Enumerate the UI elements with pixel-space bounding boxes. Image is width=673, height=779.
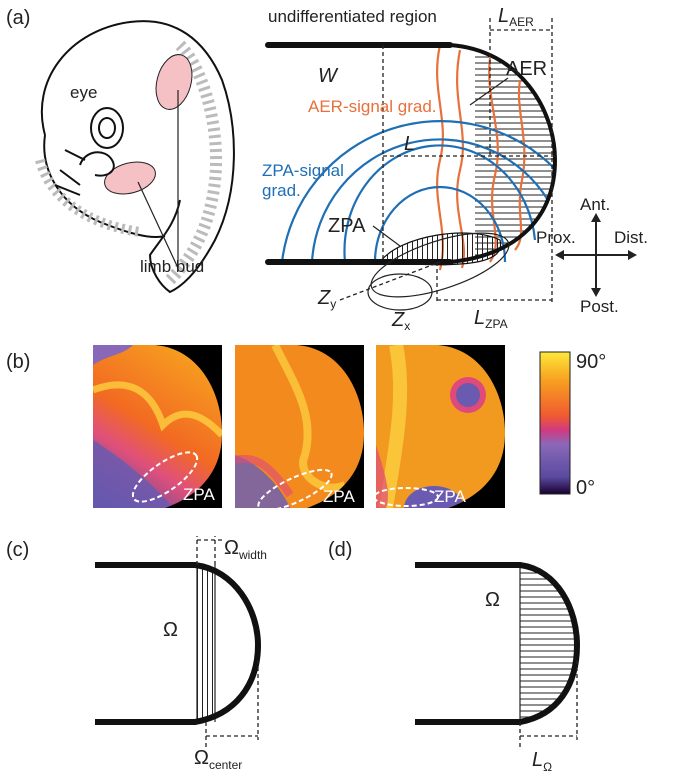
- shape: [101, 157, 159, 199]
- label-part: ZPA: [485, 317, 507, 331]
- shape: [95, 565, 258, 722]
- shape: [456, 383, 480, 407]
- aer-label: AER: [506, 58, 547, 80]
- shape: [91, 108, 123, 148]
- label-part: L: [474, 307, 485, 329]
- l-omega-label: LΩ: [532, 749, 552, 774]
- label-part: grad.: [262, 181, 301, 200]
- label-part: y: [330, 297, 336, 311]
- panel-a: (a) eye limb bud: [6, 5, 648, 333]
- zpa-label: ZPA: [434, 487, 466, 506]
- heatmap: ZPA: [235, 345, 364, 518]
- panel-label: (c): [6, 539, 29, 561]
- label-part: Z: [317, 287, 331, 309]
- zpa-label: ZPA: [328, 215, 366, 237]
- label-part: ZPA-signal: [262, 161, 344, 180]
- panel-label: (b): [6, 351, 30, 373]
- panel-c: (c) Ω Ωwidth Ωcenter: [6, 536, 267, 772]
- z-x-label: Zx: [391, 309, 410, 333]
- label-part: Z: [391, 309, 405, 331]
- direction-label: Ant.: [580, 195, 610, 214]
- label-part: Ω: [543, 760, 552, 774]
- colorbar-max: 90°: [576, 351, 606, 373]
- omega-width-label: Ωwidth: [224, 537, 267, 562]
- limb-bud-label: limb bud: [140, 257, 204, 276]
- panel-label: (d): [328, 539, 352, 561]
- embryo-drawing: [40, 21, 234, 292]
- shape: [150, 51, 197, 114]
- eye-label: eye: [70, 83, 97, 102]
- heatmap: ZPA: [374, 345, 505, 530]
- omega-label: Ω: [485, 589, 500, 611]
- w-label: W: [318, 65, 339, 87]
- colorbar-min: 0°: [576, 477, 595, 499]
- shape: [197, 560, 215, 726]
- l-aer-label: LAER: [498, 5, 534, 29]
- omega-label: Ω: [163, 619, 178, 641]
- figure: (a) eye limb bud: [0, 0, 673, 779]
- shape: [368, 274, 432, 310]
- shape: [99, 118, 115, 138]
- aer-signal-label: AER-signal grad.: [308, 97, 437, 116]
- direction-label: Dist.: [614, 228, 648, 247]
- l-label: L: [404, 133, 415, 155]
- label-part: Ω: [194, 747, 209, 769]
- panel-b: (b) ZPA ZPA ZPA: [6, 345, 606, 530]
- colorbar: [540, 352, 570, 494]
- z-y-label: Zy: [317, 287, 336, 311]
- panel-d: (d) Ω LΩ: [328, 539, 582, 774]
- label-part: L: [498, 5, 509, 27]
- zpa-label: ZPA: [183, 485, 215, 504]
- direction-label: Post.: [580, 297, 619, 316]
- label-part: AER: [509, 15, 534, 29]
- shape: [80, 152, 114, 175]
- shape: [520, 560, 582, 726]
- label-part: center: [209, 758, 242, 772]
- panel-label: (a): [6, 7, 30, 29]
- omega-center-label: Ωcenter: [194, 747, 242, 772]
- direction-axes: [555, 213, 637, 297]
- label-part: L: [532, 749, 543, 771]
- shape: [42, 21, 234, 292]
- label-part: Ω: [224, 537, 239, 559]
- label-part: width: [238, 548, 267, 562]
- shape: [138, 182, 178, 268]
- l-zpa-label: LZPA: [474, 307, 508, 331]
- zpa-label: ZPA: [323, 487, 355, 506]
- undifferentiated-label: undifferentiated region: [268, 7, 437, 26]
- direction-label: Prox.: [536, 228, 576, 247]
- heatmap: ZPA: [93, 345, 222, 510]
- label-part: x: [404, 319, 410, 333]
